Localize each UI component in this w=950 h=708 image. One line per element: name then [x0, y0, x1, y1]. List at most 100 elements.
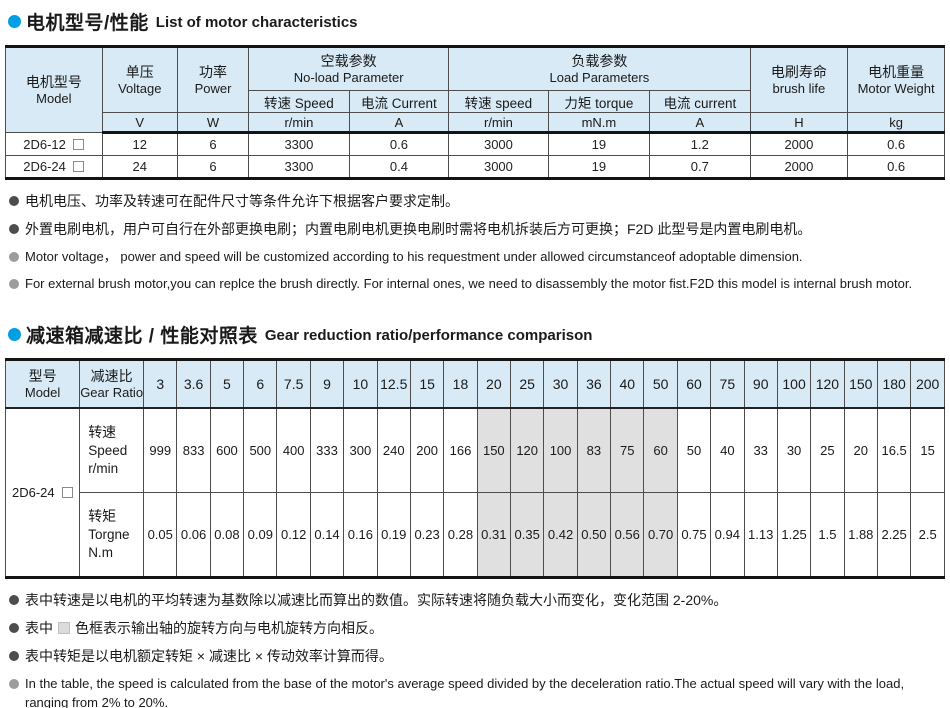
torque-value-cell: 0.23: [409, 492, 445, 579]
value-cell: 3000: [448, 155, 549, 179]
speed-value-cell: 100: [543, 407, 578, 494]
speed-value-cell: 500: [243, 407, 278, 494]
ratio-header-cell: 7.5: [276, 359, 311, 409]
torque-value-cell: 0.28: [443, 492, 478, 579]
torque-value-cell: 0.35: [509, 492, 545, 579]
speed-value-cell: 30: [776, 407, 812, 494]
value-cell: 2000: [749, 132, 849, 156]
header-load-zh: 负载参数: [571, 52, 628, 69]
speed-value-cell: 200: [409, 407, 445, 494]
value-cell: 19: [547, 155, 651, 179]
header-gear-ratio-en: Gear Ratio: [80, 385, 144, 401]
speed-value-cell: 16.5: [876, 407, 912, 494]
ratio-header-cell: 15: [409, 359, 445, 409]
ratio-header-cell: 12.5: [376, 359, 411, 409]
note-line: 外置电刷电机，用户可自行在外部更换电刷；内置电刷电机更换电刷时需将电机拆装后方可…: [9, 220, 945, 239]
note-bullet-icon: [9, 623, 19, 634]
ratio-header-cell: 25: [509, 359, 545, 409]
speed-value-cell: 600: [209, 407, 245, 494]
unit-load-current: A: [649, 112, 751, 134]
model-cell: 2D6-24: [5, 155, 103, 179]
value-cell: 12: [101, 132, 178, 156]
ratio-header-cell: 120: [810, 359, 845, 409]
torque-value-cell: 0.50: [576, 492, 612, 579]
header-noload-current: 电流 Current: [348, 90, 450, 113]
ratio-header-cell: 20: [476, 359, 512, 409]
torque-value-cell: 1.5: [810, 492, 845, 579]
value-cell: 0.7: [649, 155, 751, 179]
unit-brush-life: H: [749, 112, 849, 134]
table-row: 2D6-12 12 6 3300 0.6 3000 19 1.2 2000 0.6: [5, 132, 945, 156]
ratio-header-cell: 150: [843, 359, 878, 409]
torque-value-cell: 0.42: [543, 492, 578, 579]
motor-table-body: 2D6-12 12 6 3300 0.6 3000 19 1.2 2000 0.6 2D6-24 …: [5, 132, 945, 179]
speed-value-cell: 150: [476, 407, 512, 494]
ratio-header-cell: 50: [643, 359, 678, 409]
section2-title-zh: 减速箱减速比 / 性能对照表: [26, 326, 258, 348]
note-line: 表中转速是以电机的平均转速为基数除以减速比而算出的数值。实际转速将随负载大小而变…: [9, 591, 945, 610]
model-variant-box-icon: [73, 138, 85, 150]
gray-box-icon: [58, 622, 70, 635]
value-cell: 6: [176, 132, 250, 156]
note-text: 表中 色框表示输出轴的旋转方向与电机旋转方向相反。: [25, 620, 383, 637]
speed-value-cell: 33: [743, 407, 778, 494]
value-cell: 2000: [749, 155, 849, 179]
note-text: In the table, the speed is calculated fr…: [25, 676, 905, 708]
ratio-table-body: 2D6-24 转速 Speed r/min 999 833 600 500 400 333 300…: [4, 407, 945, 579]
value-cell: 0.6: [847, 155, 945, 179]
ratio-header-cell: 10: [343, 359, 378, 409]
speed-value-cell: 75: [610, 407, 645, 494]
speed-value-cell: 166: [443, 407, 478, 494]
note-line: In the table, the speed is calculated fr…: [9, 675, 945, 708]
header-voltage: 单压 Voltage: [101, 46, 178, 113]
note-bullet-icon: [9, 251, 19, 262]
value-cell: 0.4: [348, 155, 450, 179]
blue-bullet-icon: [8, 328, 21, 342]
ratio-header-cell: 3: [143, 359, 178, 409]
speed-value-cell: 50: [676, 407, 712, 494]
header-model2-zh: 型号: [28, 368, 57, 384]
torque-value-cell: 0.31: [476, 492, 512, 579]
ratio-header-row: 型号 Model 减速比 Gear Ratio 3 3.6 5 6 7.5 9 10 12.5…: [4, 359, 945, 409]
section1-notes: 电机电压、功率及转速可在配件尺寸等条件允许下根据客户要求定制。外置电刷电机，用户…: [9, 192, 945, 293]
header-load-current: 电流 current: [649, 90, 751, 113]
speed-value-cell: 300: [343, 407, 378, 494]
speed-label-cell-en: Speed: [88, 442, 128, 458]
speed-value-cell: 999: [143, 407, 178, 494]
note-bullet-icon: [9, 595, 19, 606]
header-noload-speed: 转速 Speed: [248, 90, 350, 113]
ratio-header-cell: 90: [743, 359, 778, 409]
motor-characteristics-table: 电机型号 Model 单压 Voltage 功率 Power 空载参数 No-l…: [5, 45, 945, 180]
unit-noload-current: A: [348, 112, 450, 134]
note-line: 表中 色框表示输出轴的旋转方向与电机旋转方向相反。: [9, 619, 945, 638]
speed-label-cell-zh: 转速: [88, 424, 117, 441]
speed-value-cell: 60: [643, 407, 678, 494]
speed-value-cell: 15: [910, 407, 945, 494]
header-load-group: 负载参数 Load Parameters: [448, 46, 751, 91]
ratio-header-cell: 60: [676, 359, 712, 409]
value-cell: 19: [547, 132, 651, 156]
value-cell: 3300: [248, 132, 350, 156]
note-text: 表中转矩是以电机额定转矩 × 减速比 × 传动效率计算而得。: [25, 648, 393, 665]
ratio-header-cell: 5: [209, 359, 245, 409]
torque-value-cell: 2.25: [876, 492, 912, 579]
header-power: 功率 Power: [176, 46, 250, 113]
note-text: 电机电压、功率及转速可在配件尺寸等条件允许下根据客户要求定制。: [25, 193, 459, 209]
speed-label-cell: 转速 Speed r/min: [79, 407, 145, 494]
header-model2-en: Model: [24, 385, 61, 401]
header-weight-en: Motor Weight: [857, 80, 935, 96]
torque-value-cell: 0.05: [143, 492, 178, 579]
torque-value-cell: 1.88: [843, 492, 878, 579]
note-bullet-icon: [9, 278, 19, 289]
speed-value-cell: 833: [176, 407, 211, 494]
header-model-en: Model: [36, 90, 72, 106]
header-noload-zh: 空载参数: [320, 52, 377, 69]
note-text: Motor voltage， power and speed will be c…: [25, 248, 803, 264]
header-load-speed: 转速 speed: [448, 90, 549, 113]
torque-value-cell: 0.16: [343, 492, 378, 579]
header-gear-ratio: 减速比 Gear Ratio: [79, 359, 145, 409]
torque-row: 转矩 Torgne N.m 0.05 0.06 0.08 0.09 0.12 0.14 0.16 0…: [6, 492, 945, 579]
header-load-en: Load Parameters: [549, 69, 650, 85]
note-bullet-icon: [9, 679, 19, 690]
torque-value-cell: 0.70: [643, 492, 678, 579]
